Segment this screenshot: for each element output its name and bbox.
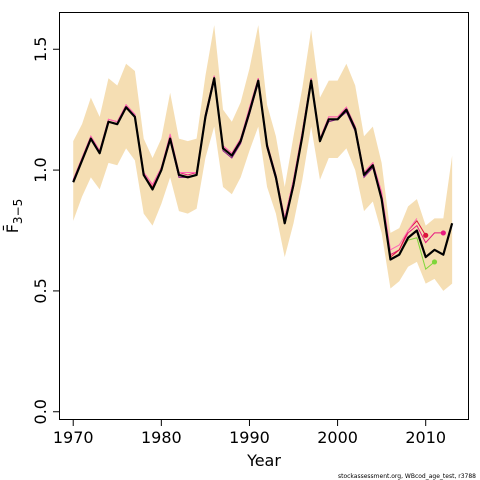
- x-tick-label-1990: 1990: [229, 428, 270, 447]
- y-axis-title-subscript: 3−5: [11, 199, 25, 224]
- y-axis-title-text: F̄3−5: [3, 199, 25, 234]
- estimate-line: [72, 77, 454, 261]
- estimate-line-layer: [72, 77, 454, 261]
- x-axis: 1970 1980 1990 2000 2010: [53, 419, 446, 447]
- x-tick-label-1970: 1970: [53, 428, 94, 447]
- y-tick-label-1: 0.5: [31, 278, 50, 303]
- x-axis-title: Year: [246, 451, 281, 470]
- y-axis-title-symbol: F̄: [3, 224, 22, 233]
- y-tick-label-0: 0.0: [31, 399, 50, 424]
- credit-note: stockassessment.org, WBcod_age_test, r37…: [338, 473, 476, 480]
- confidence-band-layer: [73, 25, 453, 291]
- end-markers-layer: [423, 230, 446, 265]
- retro-end-point-1: [440, 230, 446, 236]
- x-tick-label-1980: 1980: [141, 428, 182, 447]
- y-tick-label-2: 1.0: [31, 157, 50, 182]
- confidence-band: [73, 25, 453, 291]
- y-axis-title: F̄3−5: [3, 199, 25, 234]
- plot-frame: [59, 12, 469, 420]
- x-tick-label-2000: 2000: [317, 428, 358, 447]
- retro-end-point-2: [423, 232, 429, 238]
- retro-end-point-5: [431, 259, 438, 265]
- x-tick-label-2010: 2010: [405, 428, 446, 447]
- y-axis: 0.0 0.5 1.0 1.5: [31, 37, 60, 424]
- y-tick-label-3: 1.5: [31, 37, 50, 62]
